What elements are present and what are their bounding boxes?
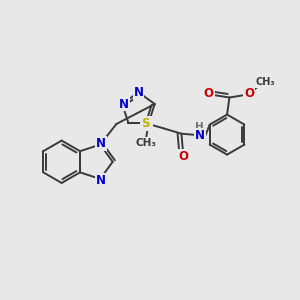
Text: CH₃: CH₃	[256, 77, 275, 87]
Text: O: O	[244, 88, 254, 100]
Text: O: O	[204, 88, 214, 100]
Text: N: N	[195, 129, 205, 142]
Text: N: N	[142, 117, 152, 130]
Text: O: O	[178, 150, 188, 163]
Text: N: N	[119, 98, 129, 110]
Text: S: S	[141, 117, 150, 130]
Text: N: N	[134, 86, 143, 99]
Text: H: H	[195, 122, 204, 132]
Text: N: N	[96, 174, 106, 187]
Text: CH₃: CH₃	[136, 138, 157, 148]
Text: N: N	[96, 137, 106, 150]
